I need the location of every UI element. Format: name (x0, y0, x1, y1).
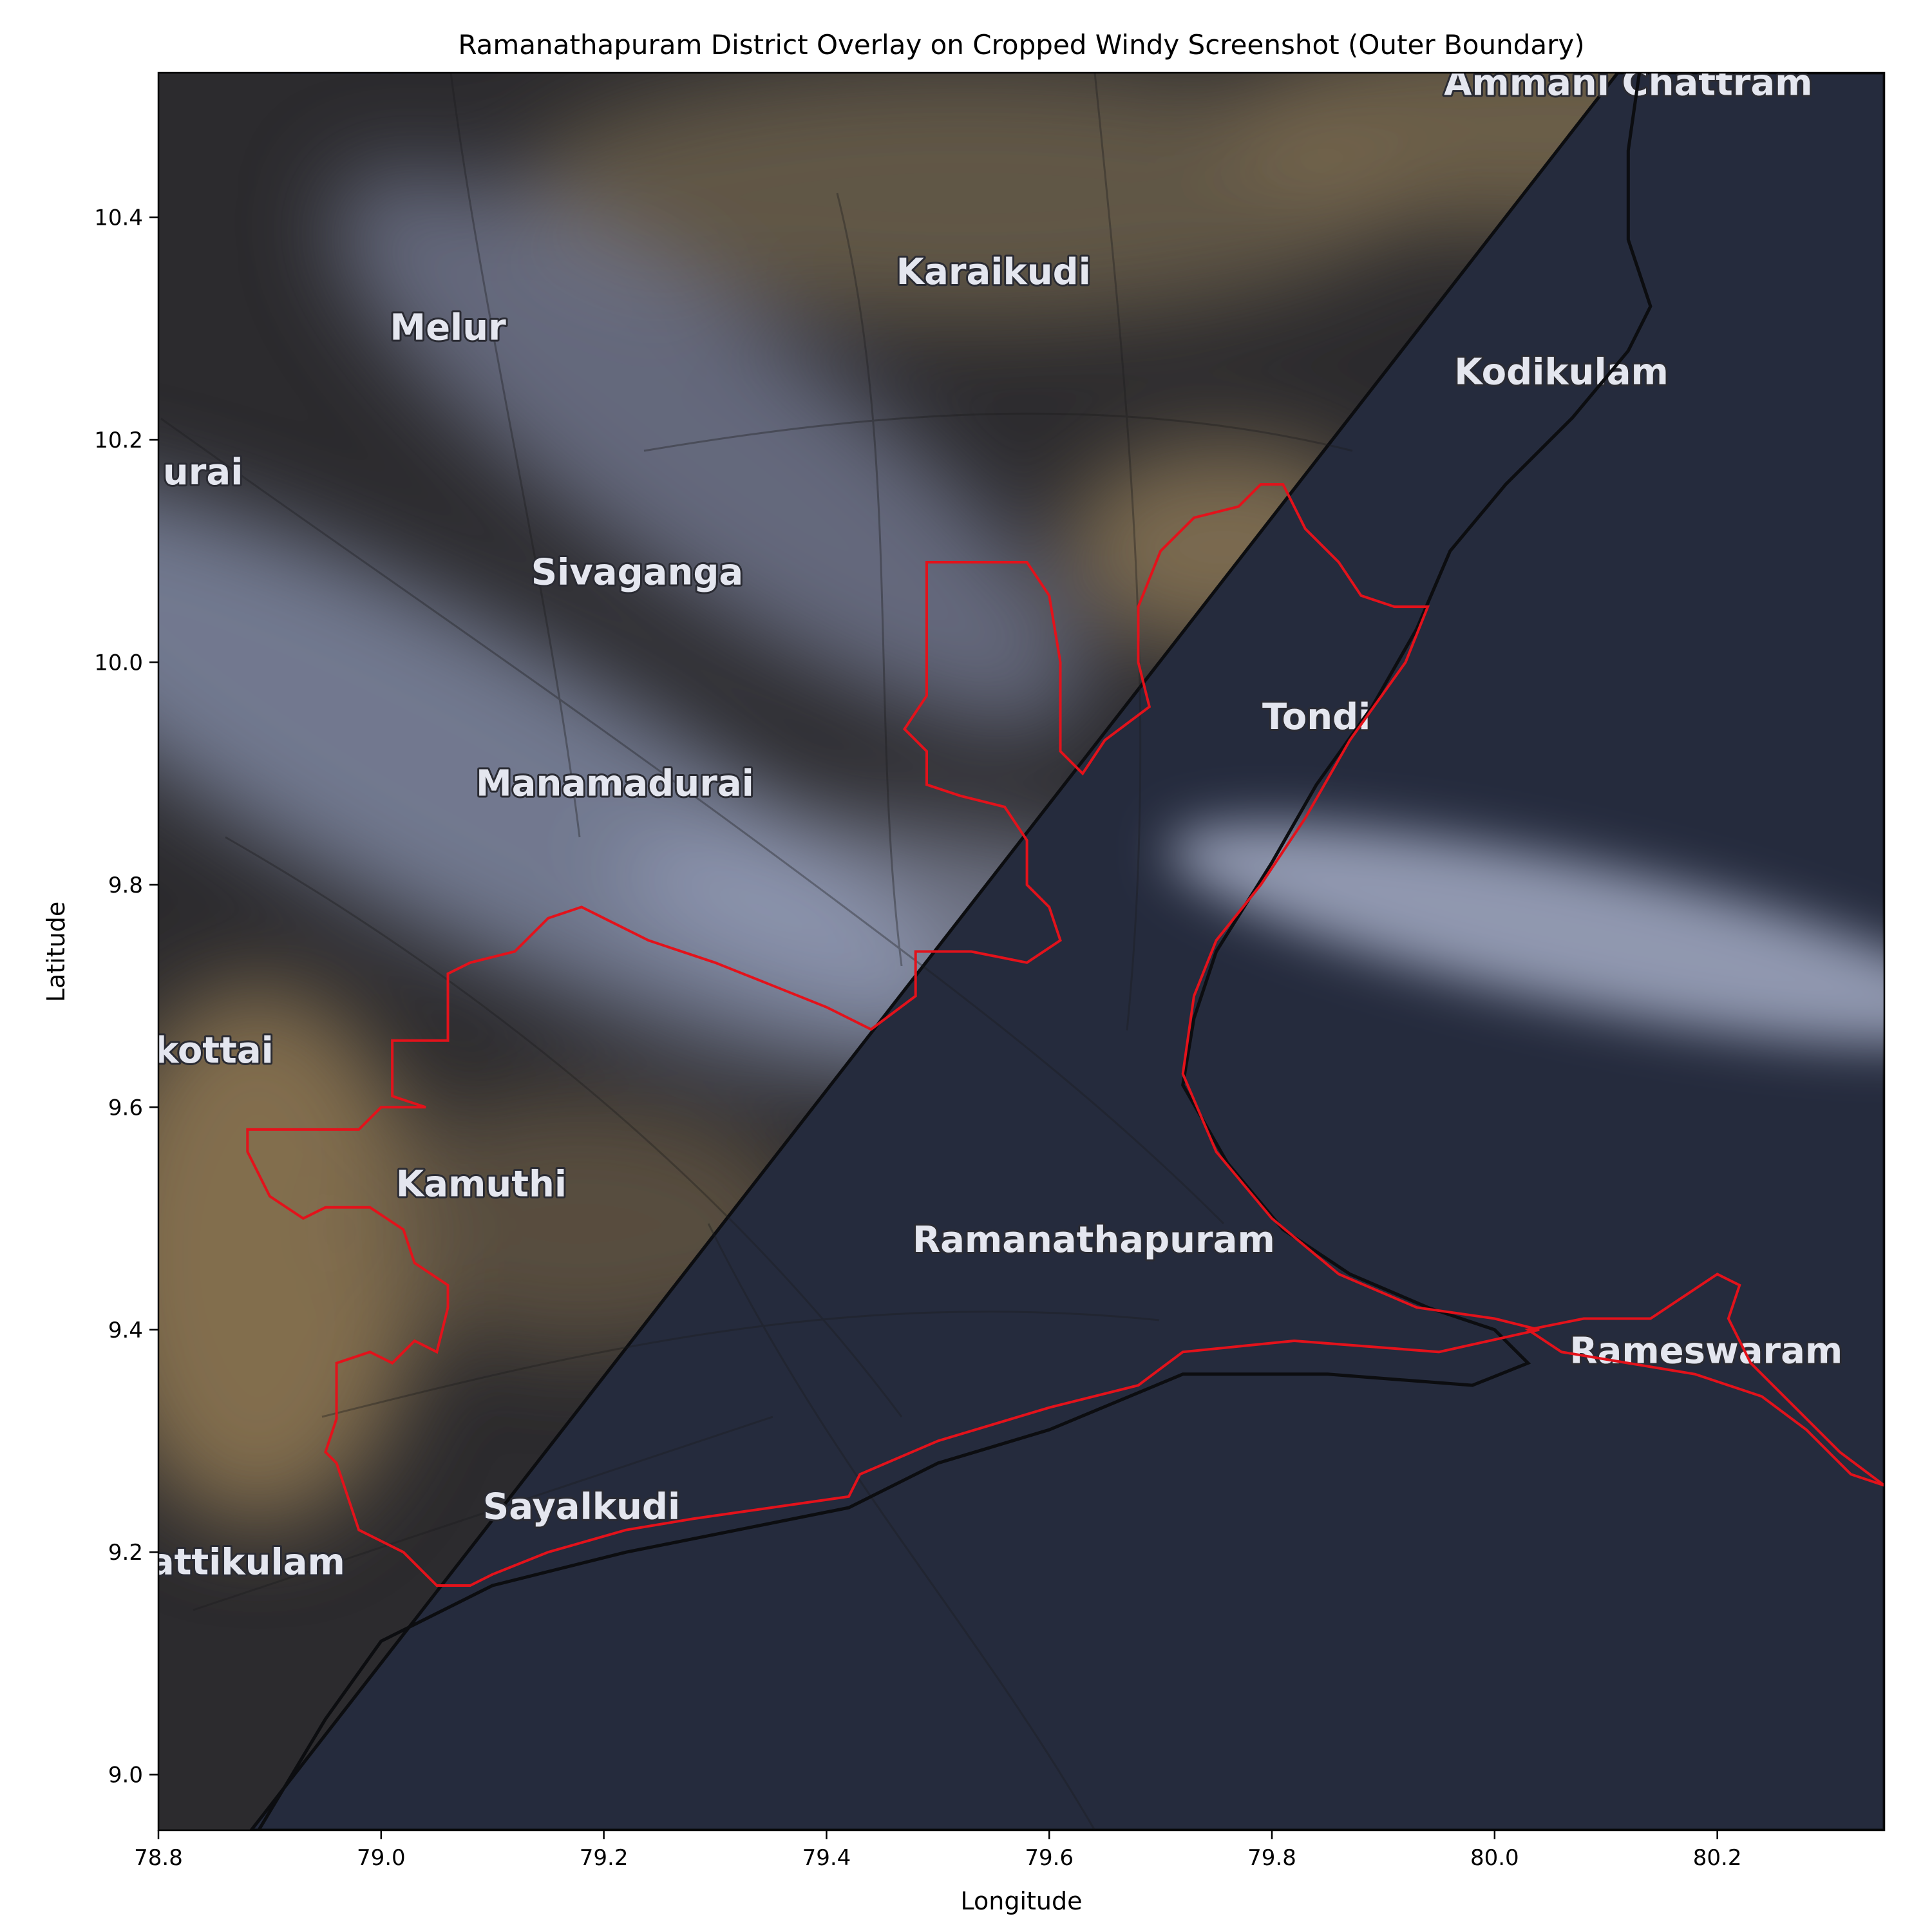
place-label: Kamuthi (396, 1163, 567, 1205)
y-tick-label: 9.0 (108, 1763, 143, 1788)
y-tick-label: 10.4 (94, 205, 143, 231)
place-label: Ramanathapuram (913, 1219, 1275, 1261)
x-tick-label: 80.0 (1470, 1845, 1519, 1871)
place-label: Sivaganga (531, 552, 743, 594)
y-axis-label: Latitude (42, 902, 70, 1002)
sea-area (249, 73, 1884, 1830)
basemap-image (158, 73, 1884, 1830)
y-tick-label: 9.8 (108, 873, 143, 898)
place-label: kottai (155, 1030, 274, 1072)
place-label: Sayalkudi (483, 1486, 680, 1528)
coastline (257, 73, 1653, 1830)
place-label: Natham (257, 40, 416, 82)
y-axis-ticks: 9.0 9.2 9.4 9.6 9.8 10.0 10.2 10.4 (94, 205, 158, 1788)
place-label: Manamadurai (476, 763, 754, 805)
y-tick-label: 10.0 (94, 650, 143, 676)
x-tick-label: 79.0 (357, 1845, 406, 1871)
x-tick-label: 80.2 (1693, 1845, 1742, 1871)
y-tick-label: 9.2 (108, 1540, 143, 1566)
x-tick-label: 78.8 (134, 1845, 183, 1871)
y-tick-label: 9.6 (108, 1095, 143, 1121)
axes-frame (157, 71, 1886, 1832)
place-label: Karaikudi (896, 251, 1091, 293)
x-axis-label: Longitude (961, 1887, 1083, 1915)
place-label: urai (163, 451, 243, 493)
rameswaram-island-boundary (1524, 1273, 1884, 1487)
x-tick-label: 79.8 (1247, 1845, 1296, 1871)
place-label: Kodikulam (1454, 352, 1669, 393)
place-label: attikulam (150, 1542, 345, 1584)
y-tick-label: 9.4 (108, 1318, 143, 1343)
x-axis-ticks: 78.8 79.0 79.2 79.4 79.6 79.8 80.0 80.2 (134, 1830, 1741, 1871)
place-label: Ammani Chattram (1444, 62, 1812, 104)
place-label: Rameswaram (1569, 1331, 1842, 1372)
chart-title: Ramanathapuram District Overlay on Cropp… (458, 29, 1584, 61)
x-tick-label: 79.4 (802, 1845, 851, 1871)
place-label: Melur (390, 307, 506, 349)
x-tick-label: 79.2 (580, 1845, 629, 1871)
y-tick-label: 10.2 (94, 428, 143, 453)
place-label: Tondi (1262, 696, 1370, 738)
x-tick-label: 79.6 (1025, 1845, 1074, 1871)
place-labels: Natham Ammani Chattram Karaikudi Melur Kodik… (150, 40, 1844, 1586)
district-outer-boundary (246, 483, 1540, 1587)
